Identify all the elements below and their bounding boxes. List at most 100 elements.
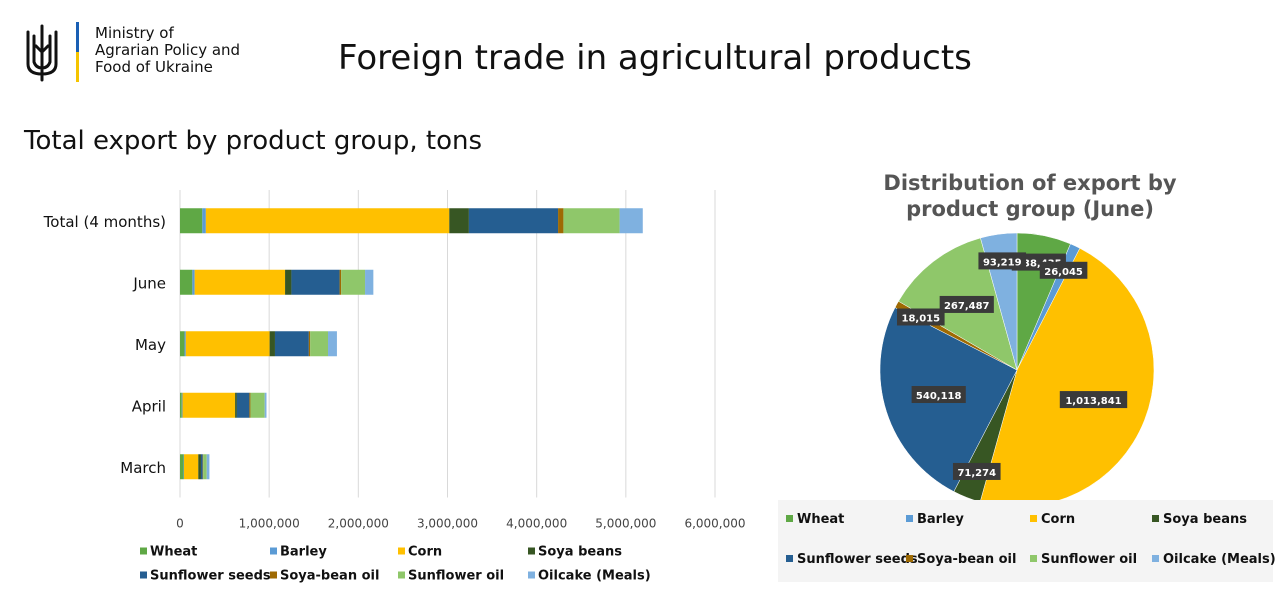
x-tick-label: 2,000,000 [328, 517, 389, 531]
legend-label: Corn [408, 545, 442, 560]
legend-swatch [528, 571, 535, 579]
legend-label: Soya beans [1163, 512, 1247, 527]
legend-label: Sunflower seeds [797, 552, 918, 567]
bar-segment [308, 331, 311, 357]
y-category-label: May [135, 336, 166, 354]
bar-segment [328, 331, 337, 357]
x-tick-label: 6,000,000 [684, 517, 745, 531]
legend-label: Oilcake (Meals) [1163, 552, 1276, 567]
section-subtitle: Total export by product group, tons [24, 126, 483, 156]
legend-swatch [1030, 515, 1037, 522]
ministry-line: Ministry of [95, 24, 174, 42]
legend-swatch [528, 547, 535, 555]
pie-data-label: 1,013,841 [1065, 396, 1121, 407]
legend-swatch [1030, 555, 1037, 562]
x-tick-label: 5,000,000 [595, 517, 656, 531]
y-category-label: April [132, 397, 166, 415]
bar-segment [249, 392, 251, 418]
x-tick-label: 1,000,000 [239, 517, 300, 531]
legend-item: Soya-bean oil [906, 552, 1016, 567]
pie-data-label: 93,219 [983, 257, 1022, 268]
legend-item: Corn [1030, 512, 1075, 527]
ministry-line: Agrarian Policy and [95, 41, 241, 59]
x-tick-label: 4,000,000 [506, 517, 567, 531]
legend-swatch [270, 571, 277, 579]
legend-swatch [398, 547, 405, 555]
pie-data-label: 71,274 [957, 468, 996, 479]
bar-segment [184, 331, 186, 357]
y-category-label: Total (4 months) [43, 213, 166, 231]
stacked-bar-chart: 0 1,000,000 2,000,000 3,000,000 4,000,000 5,0… [43, 190, 746, 584]
bar-segment [180, 454, 184, 480]
pie-data-label-bg [1039, 261, 1088, 279]
legend-label: Barley [280, 545, 327, 560]
bar-segment [181, 392, 183, 418]
pie-data-label-bg [952, 462, 1001, 480]
legend-item: Sunflower seeds [786, 552, 918, 567]
ministry-name: Ministry of Agrarian Policy and Food of … [95, 25, 240, 76]
bar-segment [184, 454, 199, 480]
bar-segment [365, 269, 374, 295]
legend-label: Wheat [150, 545, 197, 560]
pie-data-label-bg [939, 295, 994, 313]
bar-segment [180, 331, 185, 357]
bar-segment [180, 269, 193, 295]
bar-segment [285, 269, 292, 295]
legend-item: Barley [906, 512, 964, 527]
legend-label: Sunflower oil [1041, 552, 1138, 567]
bar-segment [310, 331, 329, 357]
bar-segment [468, 208, 559, 234]
bar-segment [339, 269, 342, 295]
legend-item: Oilcake (Meals) [1152, 552, 1276, 567]
y-category-label: March [120, 459, 166, 477]
legend-label: Soya-bean oil [917, 552, 1017, 567]
bar-segment [236, 392, 250, 418]
legend-swatch [140, 547, 147, 555]
bar-segment [180, 208, 203, 234]
legend-label: Soya-bean oil [280, 569, 379, 584]
trident-logo-icon [26, 24, 58, 82]
legend-swatch [786, 515, 793, 522]
bar-segment [194, 269, 286, 295]
flag-stripe-yellow [76, 52, 79, 82]
bar-segment [192, 269, 195, 295]
legend-label: Soya beans [538, 545, 622, 560]
legend-swatch [1152, 555, 1159, 562]
bar-segment [185, 331, 270, 357]
pie-data-label: 18,015 [901, 314, 940, 325]
pie-data-label: 138,435 [1016, 259, 1062, 270]
legend-label: Oilcake (Meals) [538, 569, 651, 584]
pie-chart-title: Distribution of export by product group … [883, 171, 1177, 221]
pie-data-label: 267,487 [944, 301, 990, 312]
pie-data-label-bg [1059, 391, 1128, 409]
header: Ministry of Agrarian Policy and Food of … [0, 0, 1280, 110]
y-category-label: June [132, 274, 166, 292]
bar-segment [206, 454, 210, 480]
bar-segment [341, 269, 366, 295]
legend-item: Soya beans [1152, 512, 1247, 527]
bar-segment [198, 454, 201, 480]
legend-label: Corn [1041, 512, 1076, 527]
bar-segment [182, 392, 236, 418]
legend-label: Sunflower seeds [150, 569, 271, 584]
legend-label: Sunflower oil [408, 569, 504, 584]
bar-segment [250, 392, 265, 418]
legend-swatch [906, 515, 913, 522]
bar-segment [205, 208, 450, 234]
x-tick-label: 3,000,000 [417, 517, 478, 531]
bar-segment [274, 331, 309, 357]
bar-segment [449, 208, 469, 234]
bar-segment [563, 208, 620, 234]
ministry-line: Food of Ukraine [95, 58, 213, 76]
bar-segment [264, 392, 267, 418]
legend-swatch [786, 555, 793, 562]
pie-slice [979, 247, 1155, 505]
legend-swatch [906, 555, 913, 562]
pie-data-label-bg [911, 386, 966, 404]
legend-label: Wheat [797, 512, 845, 527]
legend-swatch [140, 571, 147, 579]
page-title: Foreign trade in agricultural products [338, 38, 972, 78]
legend-swatch [1152, 515, 1159, 522]
bar-segment [269, 331, 275, 357]
